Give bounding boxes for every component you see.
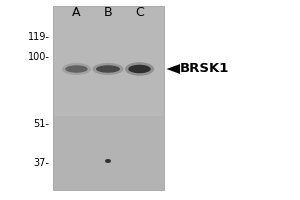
Ellipse shape	[92, 63, 124, 75]
Text: 119-: 119-	[28, 32, 50, 42]
Ellipse shape	[65, 65, 88, 73]
Ellipse shape	[125, 62, 154, 76]
Text: C: C	[135, 6, 144, 20]
Text: 100-: 100-	[28, 52, 50, 62]
Text: B: B	[104, 6, 112, 20]
Text: 37-: 37-	[34, 158, 50, 168]
Text: BRSK1: BRSK1	[180, 62, 230, 75]
Text: 51-: 51-	[34, 119, 50, 129]
Text: A: A	[72, 6, 81, 20]
Ellipse shape	[96, 65, 120, 73]
Polygon shape	[167, 64, 180, 74]
Circle shape	[105, 159, 111, 163]
FancyBboxPatch shape	[52, 6, 164, 190]
FancyBboxPatch shape	[52, 116, 164, 190]
Ellipse shape	[62, 63, 91, 75]
Ellipse shape	[128, 65, 151, 73]
